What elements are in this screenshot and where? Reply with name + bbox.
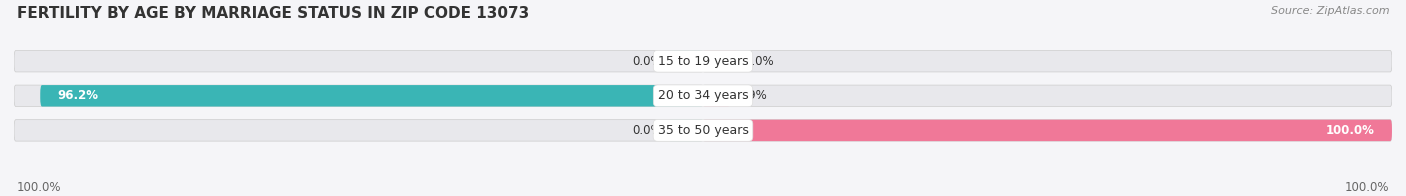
FancyBboxPatch shape [669,120,703,141]
FancyBboxPatch shape [703,51,1392,72]
Text: 96.2%: 96.2% [58,89,98,102]
Text: 20 to 34 years: 20 to 34 years [658,89,748,102]
FancyBboxPatch shape [703,120,1392,141]
FancyBboxPatch shape [14,51,703,72]
FancyBboxPatch shape [703,85,1392,107]
Text: 0.0%: 0.0% [633,124,662,137]
FancyBboxPatch shape [669,51,703,72]
Text: Source: ZipAtlas.com: Source: ZipAtlas.com [1271,6,1389,16]
Text: FERTILITY BY AGE BY MARRIAGE STATUS IN ZIP CODE 13073: FERTILITY BY AGE BY MARRIAGE STATUS IN Z… [17,6,529,21]
FancyBboxPatch shape [703,120,1392,141]
FancyBboxPatch shape [41,85,703,107]
FancyBboxPatch shape [14,85,703,107]
Text: 100.0%: 100.0% [1326,124,1375,137]
Text: 0.0%: 0.0% [744,55,773,68]
Text: 0.0%: 0.0% [633,55,662,68]
Text: 3.9%: 3.9% [737,89,766,102]
Text: 15 to 19 years: 15 to 19 years [658,55,748,68]
Text: 35 to 50 years: 35 to 50 years [658,124,748,137]
FancyBboxPatch shape [703,51,738,72]
FancyBboxPatch shape [703,85,730,107]
FancyBboxPatch shape [14,120,703,141]
Text: 100.0%: 100.0% [1344,181,1389,194]
Text: 100.0%: 100.0% [17,181,62,194]
